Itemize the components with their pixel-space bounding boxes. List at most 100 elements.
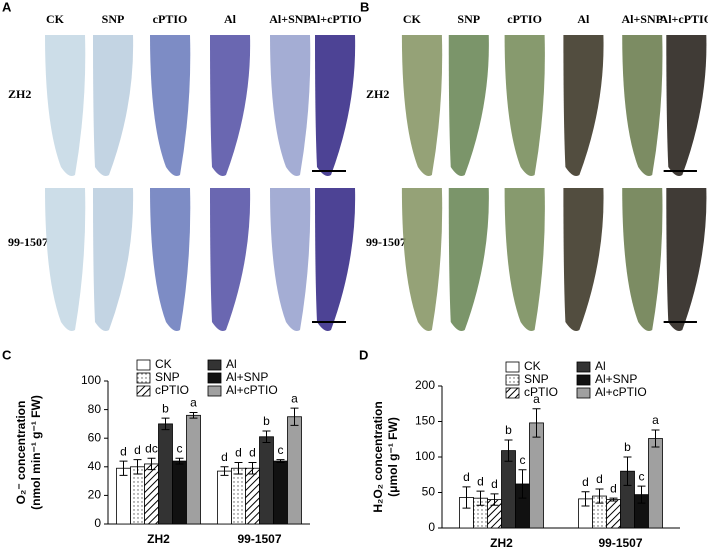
row-label: 99-1507 xyxy=(366,235,406,249)
root-image xyxy=(93,188,134,331)
legend-swatch xyxy=(207,385,222,397)
y-tick-label: 150 xyxy=(415,414,435,428)
significance-letter: a xyxy=(291,391,298,405)
column-label: Al xyxy=(224,12,237,26)
row-label: 99-1507 xyxy=(8,235,48,249)
error-bar xyxy=(651,429,660,448)
bar xyxy=(116,467,131,525)
error-bar xyxy=(119,460,128,476)
legend-label: SNP xyxy=(155,370,180,384)
significance-letter: a xyxy=(652,413,659,427)
error-bar xyxy=(161,417,170,431)
legend-swatch xyxy=(136,385,151,397)
legend-swatch xyxy=(207,372,222,384)
y-axis-label: (μmol g⁻¹ FW) xyxy=(386,417,400,497)
x-tick-label: ZH2 xyxy=(147,532,170,546)
root-image xyxy=(563,188,604,331)
error-bar xyxy=(248,462,257,475)
error-bar xyxy=(175,457,184,465)
significance-letter: d xyxy=(610,481,617,495)
x-tick-label: 99-1507 xyxy=(237,532,281,546)
significance-letter: d xyxy=(235,446,242,460)
root-image xyxy=(666,188,707,331)
root-image xyxy=(150,35,191,176)
error-bar xyxy=(476,490,485,506)
y-axis-label: (nmol min⁻¹ g⁻¹ FW) xyxy=(29,395,43,510)
bar xyxy=(186,414,201,525)
significance-letter: a xyxy=(190,396,197,410)
bar xyxy=(130,466,145,525)
root-image xyxy=(93,35,134,176)
legend-label: Al+SNP xyxy=(226,370,268,384)
significance-letter: d xyxy=(491,477,498,491)
bar xyxy=(231,467,246,525)
significance-letter: dc xyxy=(145,441,158,455)
y-tick-label: 80 xyxy=(88,402,102,416)
legend-label: SNP xyxy=(524,372,549,386)
error-bar xyxy=(490,493,499,506)
significance-letter: d xyxy=(582,475,589,489)
root-image xyxy=(622,188,663,331)
significance-letter: c xyxy=(177,441,183,455)
error-bar xyxy=(147,457,156,471)
significance-letter: c xyxy=(520,453,526,467)
significance-letter: d xyxy=(477,474,484,488)
error-bar xyxy=(133,459,142,475)
bar xyxy=(501,450,516,529)
error-bar xyxy=(262,430,271,443)
bar xyxy=(144,463,159,525)
column-label: Al+cPTIO xyxy=(660,12,708,26)
root-image xyxy=(504,35,545,176)
bar xyxy=(259,436,274,525)
bar xyxy=(245,467,260,525)
root-image xyxy=(45,35,86,176)
y-tick-label: 0 xyxy=(428,520,435,534)
legend-swatch xyxy=(576,387,591,399)
root-image xyxy=(563,35,604,176)
column-label: CK xyxy=(46,12,65,26)
legend-label: Al+cPTIO xyxy=(595,385,647,399)
significance-letter: b xyxy=(162,401,169,415)
y-tick-label: 40 xyxy=(88,459,102,473)
legend-swatch xyxy=(136,359,151,371)
panel-label: B xyxy=(360,0,369,14)
bar xyxy=(273,460,288,525)
error-bar xyxy=(462,486,471,509)
significance-letter: a xyxy=(533,392,540,406)
root-image xyxy=(448,188,489,331)
panel-label: A xyxy=(2,0,12,14)
column-label: cPTIO xyxy=(507,12,542,26)
significance-letter: b xyxy=(505,423,512,437)
column-label: Al+SNP xyxy=(621,12,663,26)
error-bar xyxy=(532,408,541,438)
significance-letter: b xyxy=(624,440,631,454)
y-tick-label: 200 xyxy=(415,378,435,392)
y-tick-label: 60 xyxy=(88,430,102,444)
error-bar xyxy=(623,456,632,486)
root-image xyxy=(315,188,356,331)
error-bar xyxy=(504,439,513,462)
significance-letter: b xyxy=(263,414,270,428)
root-image xyxy=(210,188,251,331)
root-image xyxy=(666,35,707,176)
error-bar xyxy=(637,485,646,504)
legend-label: Al xyxy=(226,357,237,371)
x-tick-label: 99-1507 xyxy=(598,536,642,550)
root-image xyxy=(622,35,663,176)
root-image xyxy=(270,188,311,331)
significance-letter: d xyxy=(134,443,141,457)
y-tick-label: 100 xyxy=(81,373,101,387)
row-label: ZH2 xyxy=(8,87,31,101)
column-label: CK xyxy=(403,12,422,26)
column-label: SNP xyxy=(457,12,480,26)
y-tick-label: 50 xyxy=(422,485,436,499)
significance-letter: d xyxy=(221,450,228,464)
error-bar xyxy=(581,491,590,507)
root-image xyxy=(401,188,443,331)
root-image xyxy=(448,35,489,176)
significance-letter: d xyxy=(249,446,256,460)
bar xyxy=(158,423,173,525)
column-label: cPTIO xyxy=(153,12,188,26)
bar xyxy=(529,422,544,529)
bar xyxy=(606,499,621,529)
